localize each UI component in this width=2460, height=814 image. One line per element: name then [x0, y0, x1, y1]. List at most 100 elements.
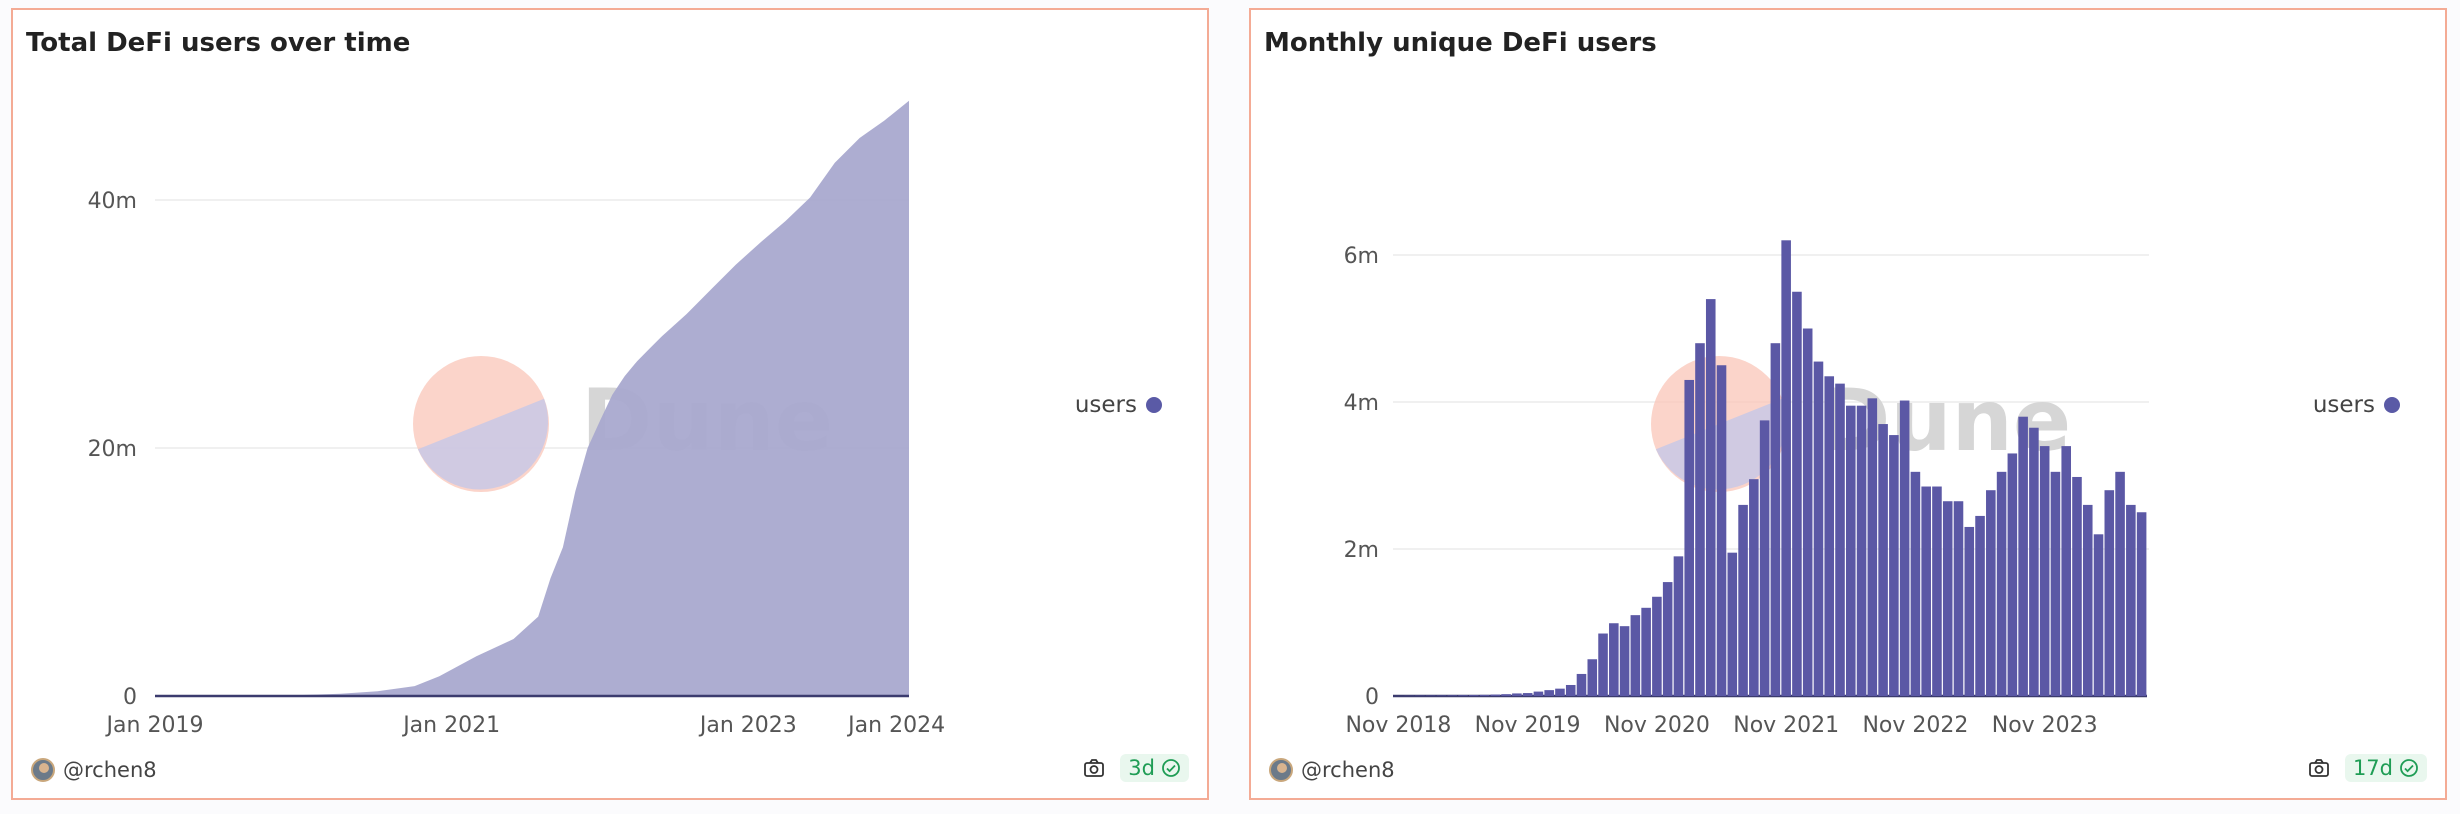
bar — [1738, 504, 1748, 696]
bar — [1501, 694, 1511, 696]
bar — [1846, 405, 1856, 696]
avatar — [31, 758, 55, 782]
bar — [1727, 552, 1738, 696]
refresh-age: 17d — [2352, 756, 2393, 780]
bar — [1910, 471, 1921, 696]
x-tick-label: Jan 2021 — [401, 713, 500, 738]
bar — [1867, 398, 1878, 696]
panel-footer: @rchen8 3d — [13, 754, 1207, 788]
bar — [1878, 424, 1888, 696]
bar — [1975, 515, 1985, 696]
legend-label: users — [2313, 392, 2375, 418]
bar — [2126, 504, 2136, 696]
camera-icon[interactable] — [1082, 756, 1106, 780]
bar — [1652, 596, 1662, 696]
bar — [1996, 471, 2007, 696]
bar — [2072, 476, 2082, 696]
bar — [1705, 299, 1716, 696]
bar — [1802, 328, 1813, 696]
panel-footer: @rchen8 17d — [1251, 754, 2445, 788]
bar — [1942, 501, 1953, 696]
bar — [1921, 486, 1931, 696]
refresh-age-badge[interactable]: 3d — [1120, 754, 1189, 782]
y-tick-label: 0 — [123, 685, 137, 710]
legend-marker — [1146, 397, 1162, 413]
bar — [1490, 694, 1501, 696]
x-tick-label: Nov 2019 — [1475, 713, 1581, 738]
panel-total-defi-users: Total DeFi users over time 020m40mDuneJa… — [11, 8, 1209, 800]
bar — [1512, 693, 1522, 696]
x-tick-label: Nov 2023 — [1992, 713, 2098, 738]
check-circle-icon — [1162, 759, 1180, 777]
bar — [1673, 556, 1684, 696]
y-tick-label: 0 — [1365, 685, 1379, 710]
bar — [1684, 379, 1694, 696]
y-tick-label: 6m — [1344, 244, 1379, 269]
bar — [1899, 400, 1910, 696]
x-tick-label: Jan 2019 — [105, 713, 204, 738]
dune-logo-bottom — [417, 398, 548, 490]
refresh-age-badge[interactable]: 17d — [2344, 754, 2427, 782]
bar — [1576, 673, 1587, 696]
chart-title: Monthly unique DeFi users — [1264, 28, 1657, 58]
y-tick-label: 40m — [88, 189, 137, 214]
check-circle-icon — [2400, 759, 2418, 777]
bar — [2082, 504, 2093, 696]
bar — [1587, 659, 1598, 696]
bar — [1856, 405, 1867, 696]
author[interactable]: @rchen8 — [31, 758, 157, 782]
bar — [2007, 453, 2018, 696]
bar — [2018, 416, 2028, 696]
bar — [1565, 684, 1576, 696]
bar — [2093, 534, 2104, 696]
bar — [2050, 471, 2061, 696]
bar — [1824, 376, 1835, 696]
bar — [1479, 694, 1490, 696]
x-tick-label: Jan 2023 — [698, 713, 797, 738]
bar — [1533, 691, 1544, 696]
bar — [1458, 695, 1468, 696]
bar — [1598, 633, 1608, 696]
bar — [1964, 526, 1975, 696]
bar — [1641, 607, 1651, 696]
bar — [2104, 490, 2115, 696]
camera-icon[interactable] — [2307, 756, 2331, 780]
y-tick-label: 2m — [1344, 538, 1379, 563]
chart-title: Total DeFi users over time — [26, 28, 411, 58]
bar — [1749, 479, 1759, 696]
bar — [1555, 688, 1565, 696]
author-handle: @rchen8 — [63, 758, 157, 782]
author[interactable]: @rchen8 — [1269, 758, 1395, 782]
bar — [1889, 435, 1899, 696]
bar — [1630, 615, 1641, 696]
author-handle: @rchen8 — [1301, 758, 1395, 782]
bar — [1770, 343, 1781, 696]
bar — [2061, 446, 2071, 696]
bar — [1781, 240, 1791, 697]
bar — [1792, 291, 1802, 696]
x-tick-label: Nov 2022 — [1862, 713, 1968, 738]
bar — [1619, 626, 1630, 696]
bar — [1522, 693, 1533, 696]
x-tick-label: Nov 2021 — [1733, 713, 1839, 738]
bar — [1544, 690, 1554, 696]
bar — [1447, 695, 1458, 696]
bar — [1932, 486, 1942, 696]
bar — [1716, 365, 1727, 696]
bar — [1662, 582, 1673, 696]
panel-monthly-defi-users: Monthly unique DeFi users 0 2m 4m 6m Dune Nov… — [1249, 8, 2447, 800]
x-tick-label: Nov 2020 — [1604, 713, 1710, 738]
bar — [1469, 695, 1479, 696]
bar — [2029, 427, 2039, 696]
bar — [2039, 446, 2050, 696]
bar — [2115, 471, 2125, 696]
legend-marker — [2384, 397, 2400, 413]
bar — [1953, 501, 1964, 696]
bar — [2136, 512, 2147, 696]
bar — [1759, 420, 1770, 697]
bar — [1609, 623, 1619, 696]
bar — [1695, 343, 1705, 696]
y-tick-label: 20m — [88, 437, 137, 462]
